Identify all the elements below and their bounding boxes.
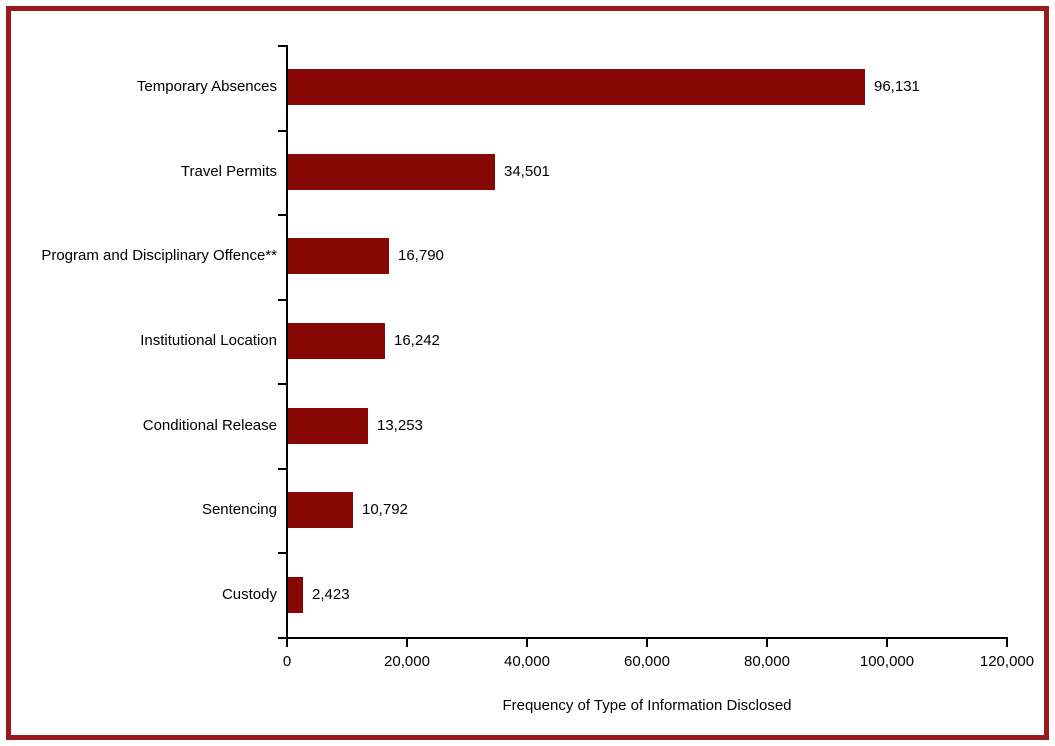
- x-axis-tick: [646, 639, 648, 647]
- bar: [288, 69, 865, 105]
- x-tick-label: 0: [282, 653, 292, 670]
- value-label: 34,501: [504, 162, 550, 180]
- x-axis-tick: [766, 639, 768, 647]
- category-label: Institutional Location: [140, 332, 277, 349]
- x-axis-tick: [526, 639, 528, 647]
- x-axis-tick: [406, 639, 408, 647]
- bar: [288, 154, 495, 190]
- y-axis-line: [286, 45, 288, 639]
- x-axis-title: Frequency of Type of Information Disclos…: [502, 697, 792, 714]
- x-axis-tick: [286, 639, 288, 647]
- bar: [288, 408, 368, 444]
- x-axis-tick: [886, 639, 888, 647]
- y-axis-tick: [278, 130, 286, 132]
- y-axis-tick: [278, 299, 286, 301]
- category-label: Custody: [221, 585, 277, 603]
- y-axis-tick: [278, 637, 286, 639]
- bar: [288, 492, 353, 528]
- y-axis-tick: [278, 468, 286, 470]
- x-tick-label: 60,000: [624, 653, 670, 670]
- x-tick-label: 40,000: [504, 653, 550, 670]
- x-tick-label: 80,000: [744, 653, 790, 670]
- value-label: 16,242: [394, 332, 440, 349]
- category-label: Temporary Absences: [136, 78, 277, 96]
- value-label: 13,253: [377, 416, 423, 434]
- category-label: Program and Disciplinary Offence**: [41, 247, 277, 265]
- x-tick-label: 100,000: [859, 653, 915, 670]
- bar: [288, 577, 303, 613]
- value-label: 96,131: [874, 78, 920, 96]
- x-tick-label: 20,000: [384, 653, 430, 670]
- category-label: Sentencing: [201, 501, 277, 519]
- x-tick-label: 120,000: [979, 653, 1035, 670]
- x-axis-tick: [1006, 639, 1008, 647]
- category-label: Travel Permits: [180, 162, 277, 180]
- x-axis-line: [286, 637, 1008, 639]
- y-axis-tick: [278, 383, 286, 385]
- value-label: 16,790: [398, 247, 444, 265]
- y-axis-tick: [278, 45, 286, 47]
- category-label: Conditional Release: [142, 416, 277, 434]
- y-axis-tick: [278, 214, 286, 216]
- bar: [288, 323, 385, 359]
- bar: [288, 238, 389, 274]
- value-label: 2,423: [312, 585, 350, 603]
- value-label: 10,792: [362, 501, 408, 519]
- y-axis-tick: [278, 552, 286, 554]
